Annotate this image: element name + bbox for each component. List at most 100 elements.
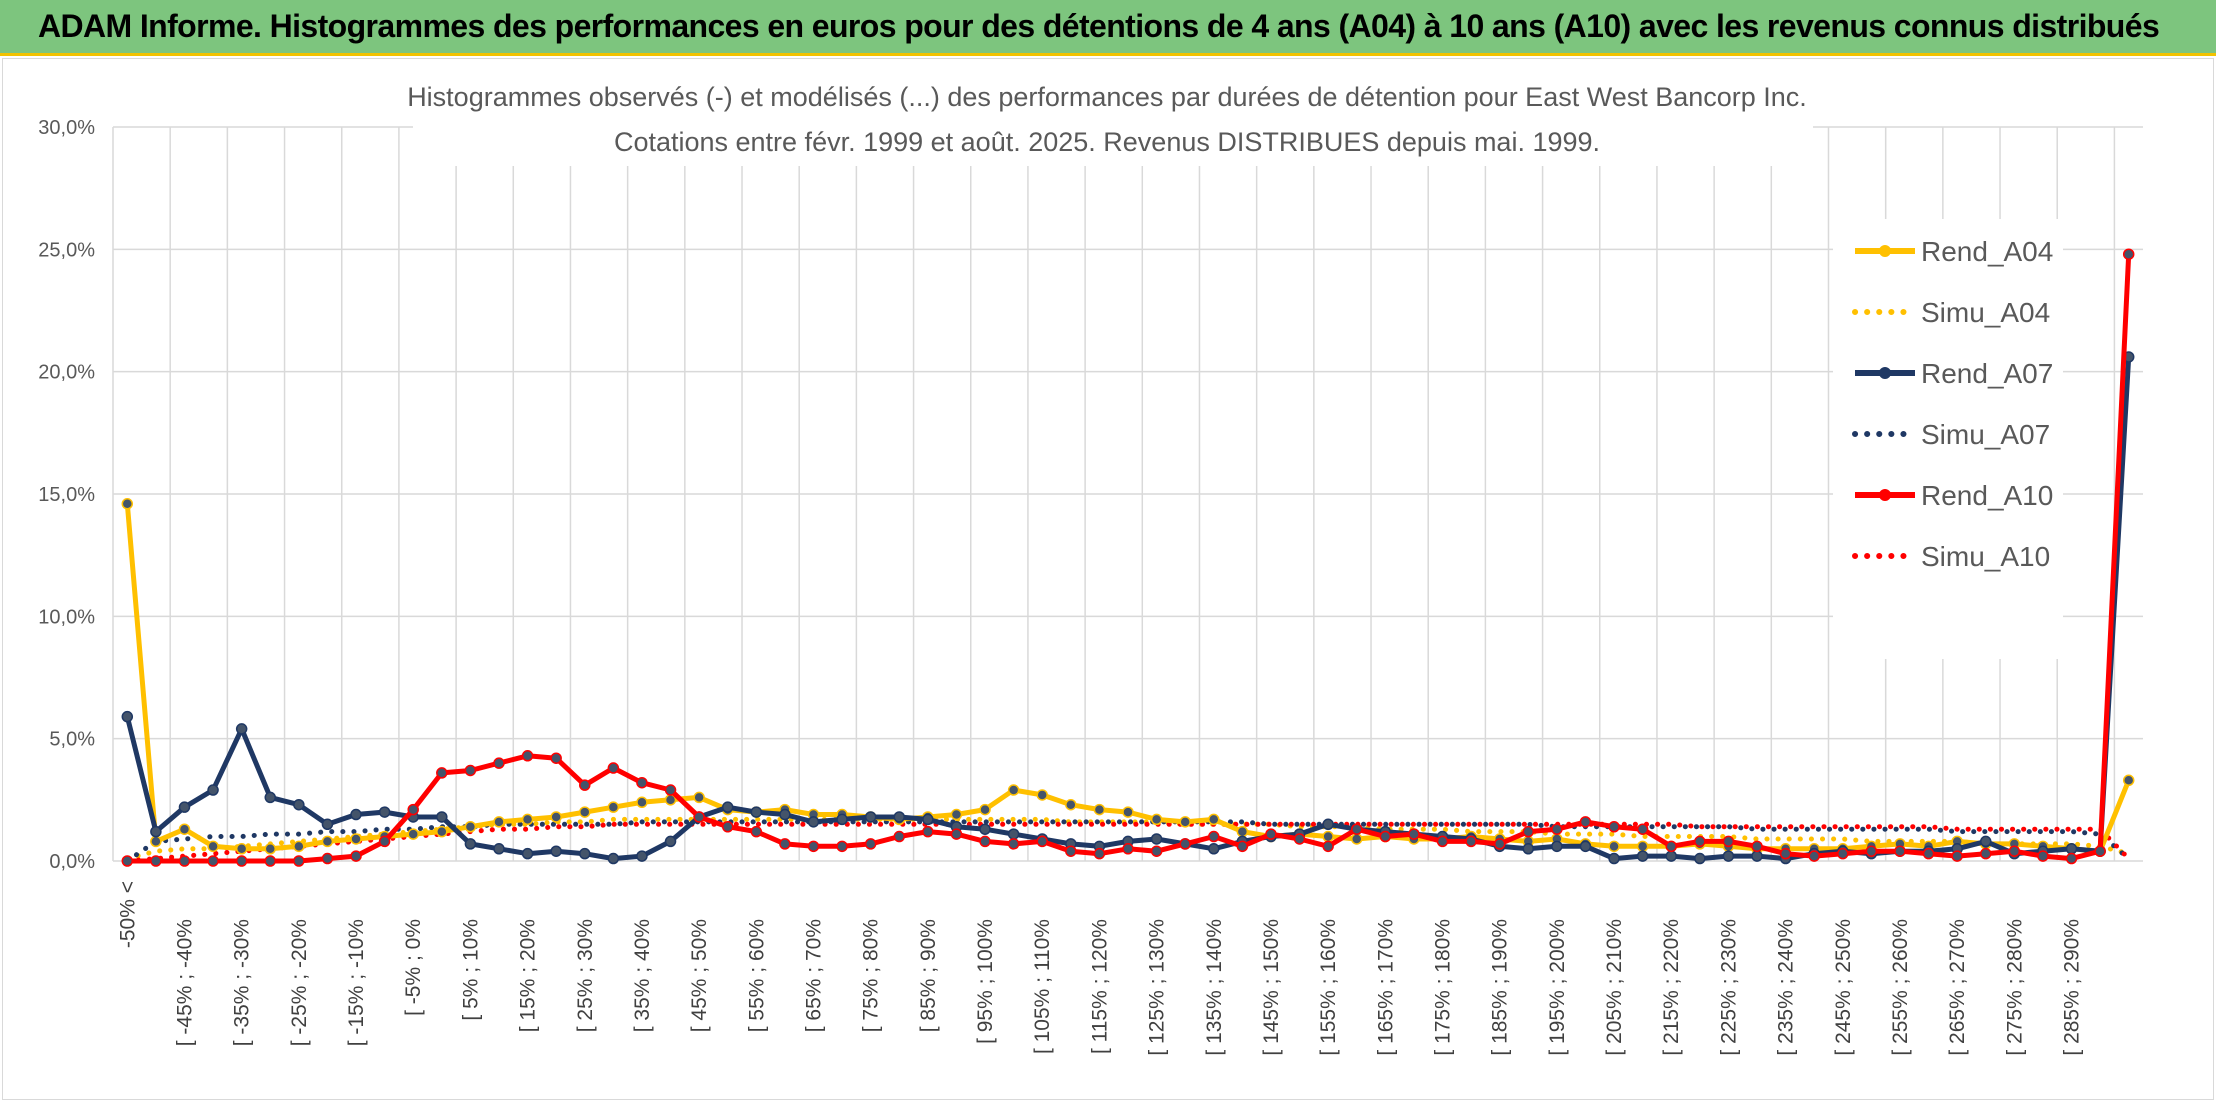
x-tick-label: [ 165% ; 170% <box>1374 919 1397 1056</box>
data-point-rend-a10 <box>178 855 191 867</box>
data-point-rend-a07 <box>1665 850 1677 862</box>
data-point-rend-a10 <box>1751 840 1763 853</box>
line-chart: Histogrammes observés (-) et modélisés (… <box>38 62 2143 1056</box>
data-point-rend-a07 <box>1322 818 1334 831</box>
legend-marker <box>1879 489 1891 501</box>
x-tick-label: [ 15% ; 20% <box>517 919 540 1032</box>
x-tick-label: [ 235% ; 240% <box>1775 919 1798 1056</box>
data-point-rend-a04 <box>121 498 134 510</box>
data-point-rend-a07 <box>1979 835 1992 848</box>
data-point-rend-a07 <box>922 813 934 826</box>
data-point-rend-a10 <box>1808 850 1820 862</box>
data-point-rend-a10 <box>150 855 162 867</box>
x-tick-label: [ 55% ; 60% <box>745 919 768 1032</box>
data-point-rend-a04 <box>950 808 963 821</box>
x-tick-label: [ 45% ; 50% <box>688 919 711 1032</box>
data-point-rend-a07 <box>1694 852 1706 865</box>
data-point-rend-a04 <box>264 843 277 855</box>
x-tick-label: [ 215% ; 220% <box>1660 919 1683 1056</box>
data-point-rend-a07 <box>779 808 791 821</box>
data-point-rend-a07 <box>436 811 448 823</box>
x-tick-label: [ -5% ; 0% <box>402 919 425 1016</box>
data-point-rend-a10 <box>1065 845 1077 857</box>
data-point-rend-a10 <box>1694 835 1706 848</box>
legend-label: Rend_A04 <box>1921 236 2053 267</box>
data-point-rend-a04 <box>150 835 162 848</box>
data-point-rend-a07 <box>1007 828 1020 840</box>
legend-item-simu-a10: Simu_A10 <box>1852 541 2050 572</box>
x-tick-label: [ -45% ; -40% <box>173 919 196 1046</box>
data-point-rend-a10 <box>1179 838 1191 850</box>
gridlines <box>112 126 2143 862</box>
y-axis-ticks: 0,0% 5,0% 10,0% 15,0% 20,0% 25,0% 30,0% <box>38 117 95 873</box>
x-tick-label: [ 135% ; 140% <box>1203 919 1226 1056</box>
x-tick-label: [ 175% ; 180% <box>1432 919 1455 1056</box>
data-point-rend-a04 <box>693 791 705 804</box>
x-tick-label: [ 245% ; 250% <box>1832 919 1855 1056</box>
data-point-rend-a10 <box>664 784 677 796</box>
data-point-rend-a04 <box>1236 825 1249 838</box>
legend-background <box>1833 219 2063 659</box>
data-point-rend-a04 <box>579 806 591 818</box>
data-point-rend-a07 <box>1208 843 1220 855</box>
data-point-rend-a10 <box>1979 847 1992 860</box>
legend-item-simu-a04: Simu_A04 <box>1852 297 2050 328</box>
data-point-rend-a10 <box>779 838 791 850</box>
chart-title: Histogrammes observés (-) et modélisés (… <box>407 82 1807 112</box>
data-point-rend-a10 <box>1951 850 1963 862</box>
x-tick-label: [ 105% ; 110% <box>1031 919 1054 1054</box>
data-point-rend-a10 <box>693 811 705 823</box>
x-tick-label: [ 205% ; 210% <box>1603 919 1626 1056</box>
data-point-rend-a10 <box>1122 843 1134 855</box>
data-point-rend-a10 <box>1293 833 1306 845</box>
data-point-rend-a04 <box>178 823 191 835</box>
y-tick-label: 0,0% <box>49 851 95 873</box>
x-tick-label: [ 75% ; 80% <box>860 919 883 1032</box>
data-point-rend-a10 <box>1379 830 1392 843</box>
data-point-rend-a07 <box>579 847 591 860</box>
data-point-rend-a10 <box>1722 835 1735 848</box>
x-axis-ticks: -50% < [ -45% ; -40% [ -35% ; -30% [ -25% ;… <box>116 881 2083 1056</box>
data-point-rend-a04 <box>464 820 477 833</box>
data-point-rend-a10 <box>1779 847 1792 860</box>
data-point-rend-a07 <box>2065 843 2078 855</box>
data-point-rend-a07 <box>664 835 677 848</box>
data-point-rend-a10 <box>121 855 134 867</box>
data-point-rend-a10 <box>1322 840 1334 853</box>
x-tick-label: [ 275% ; 280% <box>2003 919 2026 1056</box>
data-point-rend-a04 <box>1150 813 1163 826</box>
data-point-rend-a07 <box>979 823 991 835</box>
x-tick-label: [ 35% ; 40% <box>631 919 654 1032</box>
data-point-rend-a10 <box>1522 825 1535 838</box>
y-tick-label: 15,0% <box>38 484 95 506</box>
x-tick-label: [ 25% ; 30% <box>574 919 597 1032</box>
chart-title-block: Histogrammes observés (-) et modélisés (… <box>407 62 1813 166</box>
data-point-rend-a10 <box>979 835 991 848</box>
data-point-rend-a10 <box>1579 816 1592 828</box>
data-point-rend-a04 <box>2122 774 2135 787</box>
legend-item-rend-a07: Rend_A07 <box>1855 358 2053 389</box>
x-tick-label: [ 115% ; 120% <box>1088 919 1111 1054</box>
data-point-rend-a10 <box>350 850 362 862</box>
x-tick-label: [ 145% ; 150% <box>1260 919 1283 1056</box>
data-point-rend-a10 <box>607 762 620 774</box>
data-point-rend-a10 <box>1665 840 1677 853</box>
data-point-rend-a10 <box>521 750 534 762</box>
x-tick-label: [ 285% ; 290% <box>2061 919 2084 1056</box>
data-point-rend-a10 <box>1265 828 1277 840</box>
data-point-rend-a10 <box>750 825 763 838</box>
data-point-rend-a04 <box>521 813 534 826</box>
y-tick-label: 10,0% <box>38 606 95 628</box>
x-tick-label: [ 255% ; 260% <box>1889 919 1912 1056</box>
data-point-rend-a04 <box>1122 806 1134 818</box>
data-point-rend-a04 <box>207 840 219 853</box>
chart-area: Histogrammes observés (-) et modélisés (… <box>2 58 2214 1100</box>
data-point-rend-a10 <box>950 828 963 840</box>
data-point-rend-a10 <box>2065 852 2078 865</box>
data-point-rend-a04 <box>1608 840 1620 853</box>
chart-title-background <box>413 62 1813 166</box>
data-point-rend-a07 <box>378 806 391 818</box>
x-tick-label: [ -25% ; -20% <box>288 919 311 1046</box>
data-point-rend-a10 <box>1208 830 1220 843</box>
legend-item-simu-a07: Simu_A07 <box>1852 419 2050 450</box>
